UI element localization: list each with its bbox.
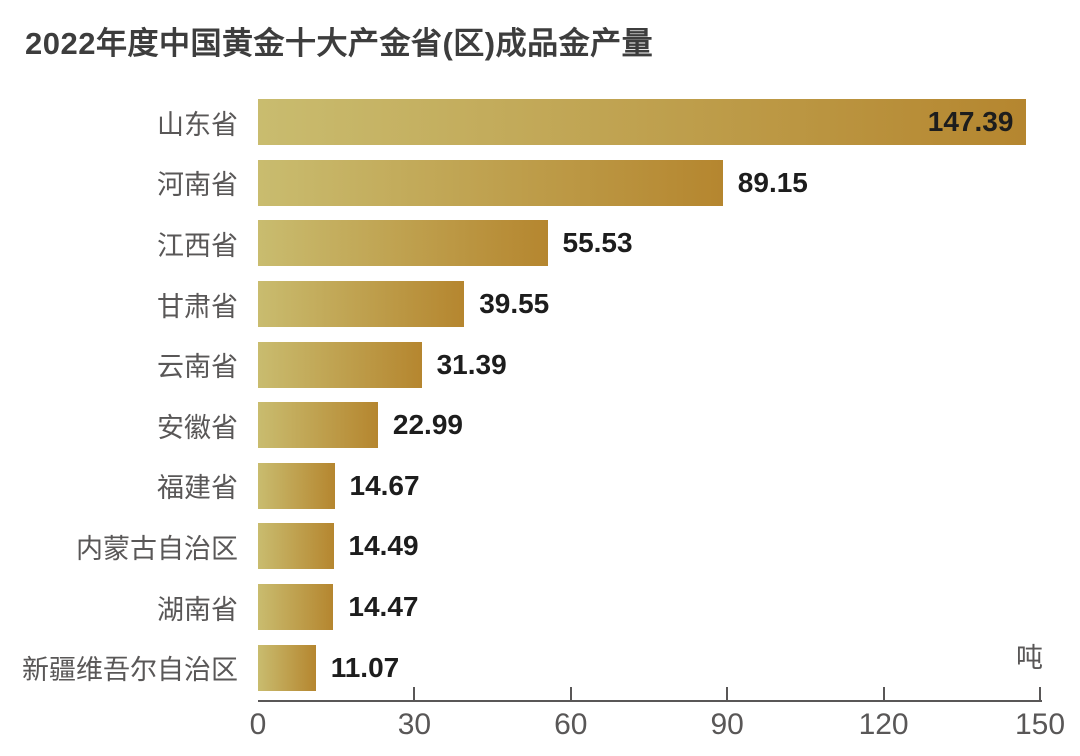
category-label: 湖南省 — [157, 594, 238, 625]
axis-unit-label: 吨 — [1016, 643, 1043, 673]
bar — [258, 402, 378, 449]
x-axis-tick-labels: 0 30 60 90 120 150 — [0, 708, 1080, 748]
value-label: 55.53 — [562, 227, 633, 259]
bar — [258, 159, 723, 206]
category-label: 云南省 — [157, 352, 238, 383]
bar — [258, 341, 422, 388]
value-label: 22.99 — [392, 409, 463, 441]
value-label: 14.67 — [349, 469, 420, 501]
bar — [258, 220, 548, 267]
bar-track: 89.15 — [258, 159, 1040, 206]
x-axis-line — [258, 700, 1042, 702]
axis-tick-label: 120 — [858, 708, 909, 741]
chart-title: 2022年度中国黄金十大产金省(区)成品金产量 — [25, 26, 654, 61]
bar-row: 新疆维吾尔自治区 11.07 — [0, 637, 1042, 698]
bar — [258, 644, 316, 691]
bar-row: 福建省 14.67 — [0, 456, 1042, 517]
bar-row: 江西省 55.53 — [0, 213, 1042, 274]
axis-tick — [413, 687, 416, 700]
bar-row: 湖南省 14.47 — [0, 577, 1042, 638]
value-label: 11.07 — [330, 651, 400, 683]
value-label: 39.55 — [479, 288, 550, 320]
axis-tick — [569, 687, 572, 700]
bar-row: 甘肃省 39.55 — [0, 274, 1042, 335]
axis-tick-label: 30 — [397, 708, 432, 741]
bar-rows: 山东省 147.39 河南省 89.15 江西省 55.53 甘肃省 39.55… — [0, 92, 1042, 698]
category-label: 河南省 — [157, 170, 238, 201]
bar-row: 云南省 31.39 — [0, 334, 1042, 395]
bar-track: 31.39 — [258, 341, 1040, 388]
category-label: 新疆维吾尔自治区 — [22, 655, 238, 686]
axis-tick — [1039, 687, 1041, 700]
category-label: 山东省 — [157, 109, 238, 140]
bar-row: 内蒙古自治区 14.49 — [0, 516, 1042, 577]
bar-track: 55.53 — [258, 220, 1040, 267]
value-label: 14.49 — [348, 530, 419, 562]
bar-row: 安徽省 22.99 — [0, 395, 1042, 456]
bar-row: 山东省 147.39 — [0, 92, 1042, 153]
category-label: 内蒙古自治区 — [76, 533, 238, 564]
bar: 147.39 — [258, 99, 1027, 146]
category-label: 福建省 — [157, 473, 238, 504]
bar-row: 河南省 89.15 — [0, 153, 1042, 214]
axis-tick-label: 60 — [554, 708, 588, 741]
bar-track: 22.99 — [258, 402, 1040, 449]
axis-tick-label: 90 — [710, 708, 744, 741]
bar — [258, 584, 334, 631]
axis-tick-label: 0 — [249, 708, 267, 741]
bar-track: 39.55 — [258, 281, 1040, 328]
bar-track: 147.39 — [258, 99, 1040, 146]
bar-track: 14.47 — [258, 584, 1040, 631]
value-label: 89.15 — [737, 166, 808, 198]
category-label: 江西省 — [157, 230, 238, 261]
bar — [258, 523, 334, 570]
axis-tick — [882, 687, 885, 700]
bar-track: 14.67 — [258, 462, 1040, 509]
bar — [258, 281, 465, 328]
value-label: 147.39 — [927, 106, 1014, 138]
bar — [258, 462, 335, 509]
bar-track: 11.07 — [258, 644, 1040, 691]
category-label: 安徽省 — [157, 412, 238, 443]
bar-track: 14.49 — [258, 523, 1040, 570]
axis-tick-label: 150 — [1014, 708, 1066, 741]
axis-tick — [726, 687, 729, 700]
category-label: 甘肃省 — [157, 291, 238, 322]
x-axis — [258, 684, 1042, 702]
value-label: 14.47 — [348, 591, 419, 623]
value-label: 31.39 — [436, 348, 507, 380]
